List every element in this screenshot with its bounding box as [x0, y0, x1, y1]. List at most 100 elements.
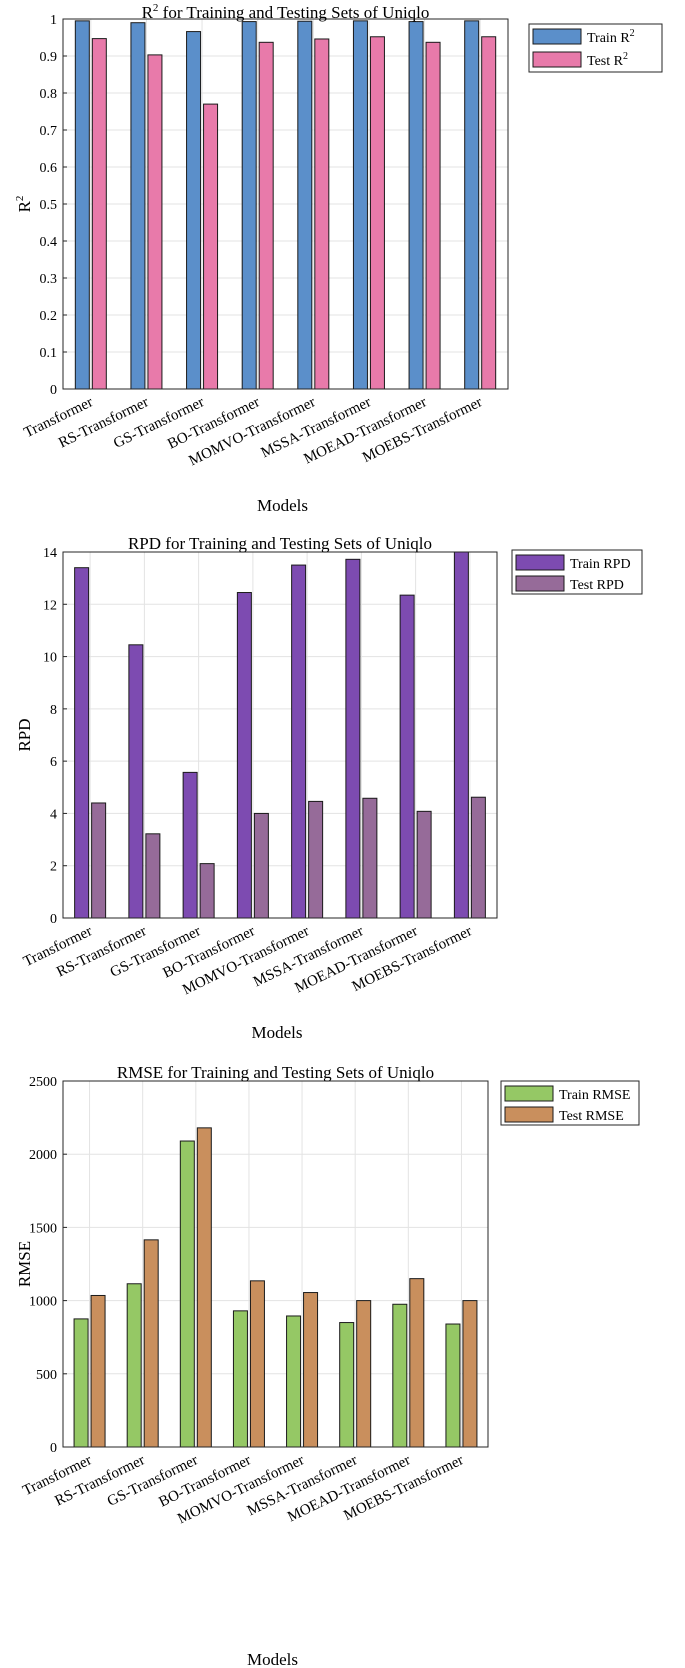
- bar-rmse-test: [409, 1278, 425, 1448]
- chart-3: 05001000150020002500TransformerRS-Transf…: [15, 1063, 640, 1668]
- y-tick-label: 10: [43, 651, 57, 666]
- y-axis-label: RMSE: [15, 1241, 34, 1287]
- bar-r2-test: [258, 41, 274, 390]
- y-tick-label: 0.8: [40, 87, 58, 102]
- bar-rmse-train: [179, 1140, 195, 1448]
- y-tick-label: 14: [43, 546, 57, 561]
- bar-rmse-train: [73, 1318, 89, 1448]
- legend-entry: Test RPD: [570, 578, 624, 593]
- y-tick-label: 2: [50, 860, 57, 875]
- bar-rmse-test: [303, 1292, 319, 1448]
- bar-rpd-test: [91, 802, 107, 919]
- bar-r2-test: [425, 41, 441, 390]
- bar-rpd-test: [416, 810, 432, 919]
- legend-entry: Train RMSE: [559, 1088, 630, 1103]
- bar-rpd-test: [362, 797, 378, 919]
- bar-rmse-train: [392, 1303, 408, 1448]
- y-tick-label: 0.4: [40, 235, 58, 250]
- legend-entry: Train R2: [587, 28, 635, 46]
- chart-title: R2 for Training and Testing Sets of Uniq…: [142, 2, 430, 22]
- bar-r2-test: [369, 36, 385, 390]
- legend: Train RMSE Test RMSE: [500, 1080, 640, 1126]
- x-axis-label: Models: [252, 1023, 303, 1042]
- y-tick-label: 0: [50, 1441, 57, 1456]
- bar-rpd-train: [74, 567, 90, 919]
- bar-rpd-test: [199, 863, 215, 919]
- bar-rmse-test: [356, 1300, 372, 1448]
- legend: Train RPD Test RPD: [511, 549, 643, 595]
- x-category-label: GS-Transformer: [108, 923, 204, 981]
- y-tick-label: 0.6: [40, 161, 58, 176]
- y-tick-label: 0: [50, 383, 57, 398]
- y-tick-label: 1500: [29, 1221, 57, 1236]
- bar-r2-train: [297, 20, 313, 390]
- y-tick-label: 0.1: [40, 346, 58, 361]
- bar-r2-train: [186, 31, 202, 390]
- bar-rpd-train: [236, 592, 252, 919]
- bar-r2-train: [352, 20, 368, 390]
- bar-rmse-train: [339, 1322, 355, 1448]
- bar-rpd-train: [453, 551, 469, 919]
- plot-area-frame: [62, 551, 498, 919]
- y-tick-label: 6: [50, 755, 57, 770]
- bar-rpd-test: [145, 833, 161, 919]
- y-tick-label: 2000: [29, 1148, 57, 1163]
- bar-rmse-train: [445, 1323, 461, 1448]
- bar-rpd-train: [399, 594, 415, 919]
- legend-swatch: [504, 1085, 554, 1102]
- legend-swatch: [515, 554, 565, 571]
- legend-swatch: [532, 28, 582, 45]
- x-axis-label: Models: [247, 1650, 298, 1668]
- bar-rpd-test: [470, 796, 486, 919]
- bar-rmse-test: [462, 1300, 478, 1448]
- chart-1: 00.10.20.30.40.50.60.70.80.91Transformer…: [14, 2, 663, 515]
- bar-rpd-train: [182, 771, 198, 919]
- y-tick-label: 500: [36, 1368, 57, 1383]
- bar-rmse-test: [90, 1294, 106, 1448]
- y-tick-label: 0.9: [40, 50, 58, 65]
- legend-swatch: [532, 51, 582, 68]
- x-axis-label: Models: [257, 496, 308, 515]
- bar-r2-test: [481, 36, 497, 390]
- bar-r2-train: [408, 21, 424, 390]
- bar-r2-train: [241, 21, 257, 390]
- chart-title: RMSE for Training and Testing Sets of Un…: [117, 1063, 434, 1082]
- bar-r2-train: [464, 20, 480, 390]
- plot-area-frame: [62, 1080, 489, 1448]
- bar-r2-train: [74, 20, 90, 390]
- bar-r2-test: [91, 38, 107, 390]
- y-axis-label: RPD: [15, 718, 34, 751]
- legend: Train R2 Test R2: [528, 23, 663, 73]
- legend-entry: Test R2: [587, 51, 628, 69]
- bar-rpd-train: [128, 644, 144, 919]
- legend-swatch: [515, 575, 565, 592]
- y-tick-label: 12: [43, 598, 57, 613]
- y-tick-label: 0.5: [40, 198, 58, 213]
- bar-rmse-test: [249, 1280, 265, 1448]
- bar-rpd-test: [253, 812, 269, 919]
- legend-swatch: [504, 1106, 554, 1123]
- y-tick-label: 0: [50, 912, 57, 927]
- bar-r2-test: [203, 103, 219, 390]
- chart-2: 02468101214TransformerRS-TransformerGS-T…: [15, 534, 643, 1042]
- y-tick-label: 2500: [29, 1075, 57, 1090]
- bar-rpd-train: [345, 558, 361, 919]
- y-tick-label: 0.7: [40, 124, 58, 139]
- bar-r2-train: [130, 22, 146, 390]
- y-tick-label: 0.3: [40, 272, 58, 287]
- bar-rmse-train: [232, 1310, 248, 1448]
- bar-rpd-test: [308, 800, 324, 919]
- y-tick-label: 0.2: [40, 309, 58, 324]
- bar-r2-test: [314, 38, 330, 390]
- bar-r2-test: [147, 54, 163, 390]
- bar-rpd-train: [291, 564, 307, 919]
- y-tick-label: 4: [50, 807, 57, 822]
- bar-rmse-train: [126, 1283, 142, 1448]
- chart-title: RPD for Training and Testing Sets of Uni…: [128, 534, 432, 553]
- bar-rmse-test: [196, 1127, 212, 1448]
- bar-rmse-test: [143, 1239, 159, 1448]
- y-axis-label: R2: [14, 196, 34, 213]
- legend-entry: Train RPD: [570, 557, 631, 572]
- y-tick-label: 1000: [29, 1295, 57, 1310]
